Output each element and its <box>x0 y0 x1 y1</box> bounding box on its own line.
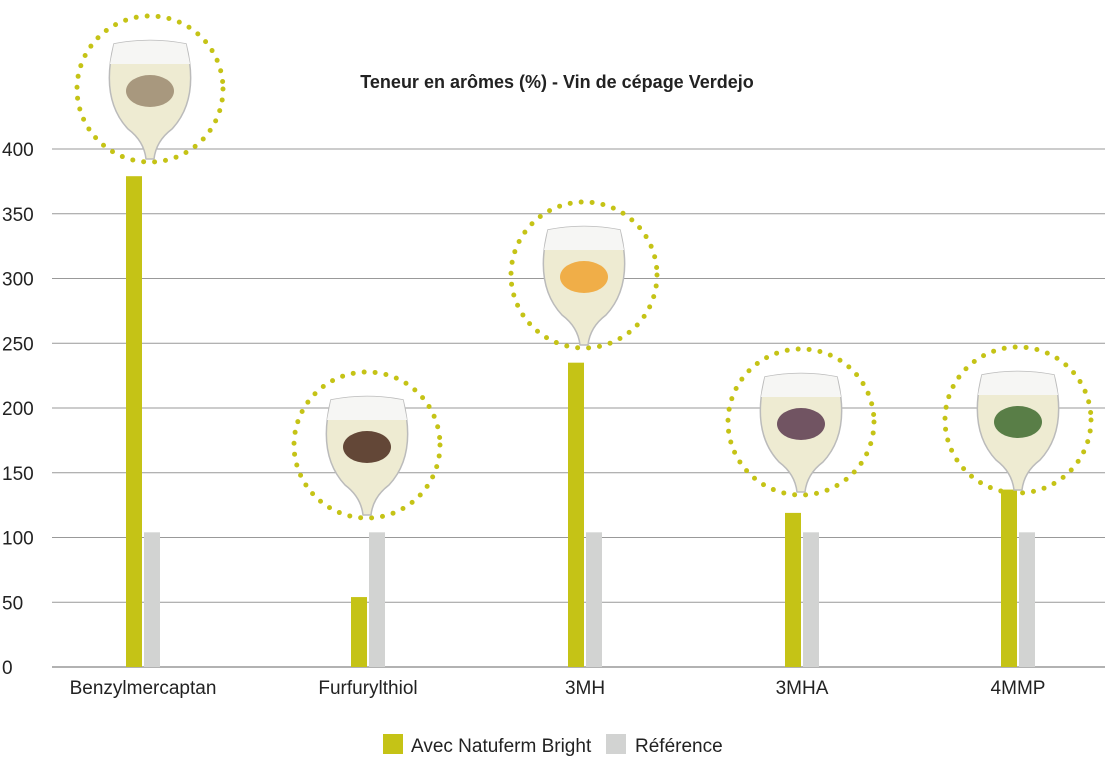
y-tick-label: 150 <box>2 464 34 485</box>
chart-title: Teneur en arômes (%) - Vin de cépage Ver… <box>360 72 753 92</box>
y-tick-label: 250 <box>2 334 34 355</box>
bar-reference <box>369 532 385 667</box>
legend-swatch-reference <box>606 734 626 754</box>
bar-natuferm <box>568 362 584 667</box>
y-tick-label: 350 <box>2 205 34 226</box>
y-tick-label: 100 <box>2 529 34 550</box>
x-tick-label: 3MH <box>565 678 605 699</box>
oak-wood-glass-icon <box>74 13 226 165</box>
legend-label-reference: Référence <box>635 736 723 757</box>
blackcurrant-leaves-glass-icon <box>942 344 1094 496</box>
bar-reference <box>803 532 819 667</box>
bar-reference <box>1019 532 1035 667</box>
bar-natuferm <box>785 512 801 667</box>
legend-label-natuferm: Avec Natuferm Bright <box>411 736 592 757</box>
x-tick-label: 4MMP <box>991 678 1046 699</box>
x-tick-label: Furfurylthiol <box>318 678 417 699</box>
bar-reference <box>586 532 602 667</box>
x-tick-label: Benzylmercaptan <box>70 678 217 699</box>
bar-natuferm <box>351 597 367 667</box>
bar-reference <box>144 532 160 667</box>
legend-swatch-natuferm <box>383 734 403 754</box>
legend: Avec Natuferm Bright Référence <box>383 734 723 757</box>
y-tick-label: 50 <box>2 593 23 614</box>
y-tick-label: 200 <box>2 399 34 420</box>
citrus-glass-icon <box>508 199 660 351</box>
bar-natuferm <box>1001 489 1017 667</box>
bar-natuferm <box>126 176 142 667</box>
x-tick-label: 3MHA <box>776 678 829 699</box>
y-tick-label: 0 <box>2 658 13 679</box>
passion-fruit-glass-icon <box>725 346 877 498</box>
y-tick-label: 400 <box>2 140 34 161</box>
y-tick-label: 300 <box>2 270 34 291</box>
coffee-beans-glass-icon <box>291 369 443 521</box>
